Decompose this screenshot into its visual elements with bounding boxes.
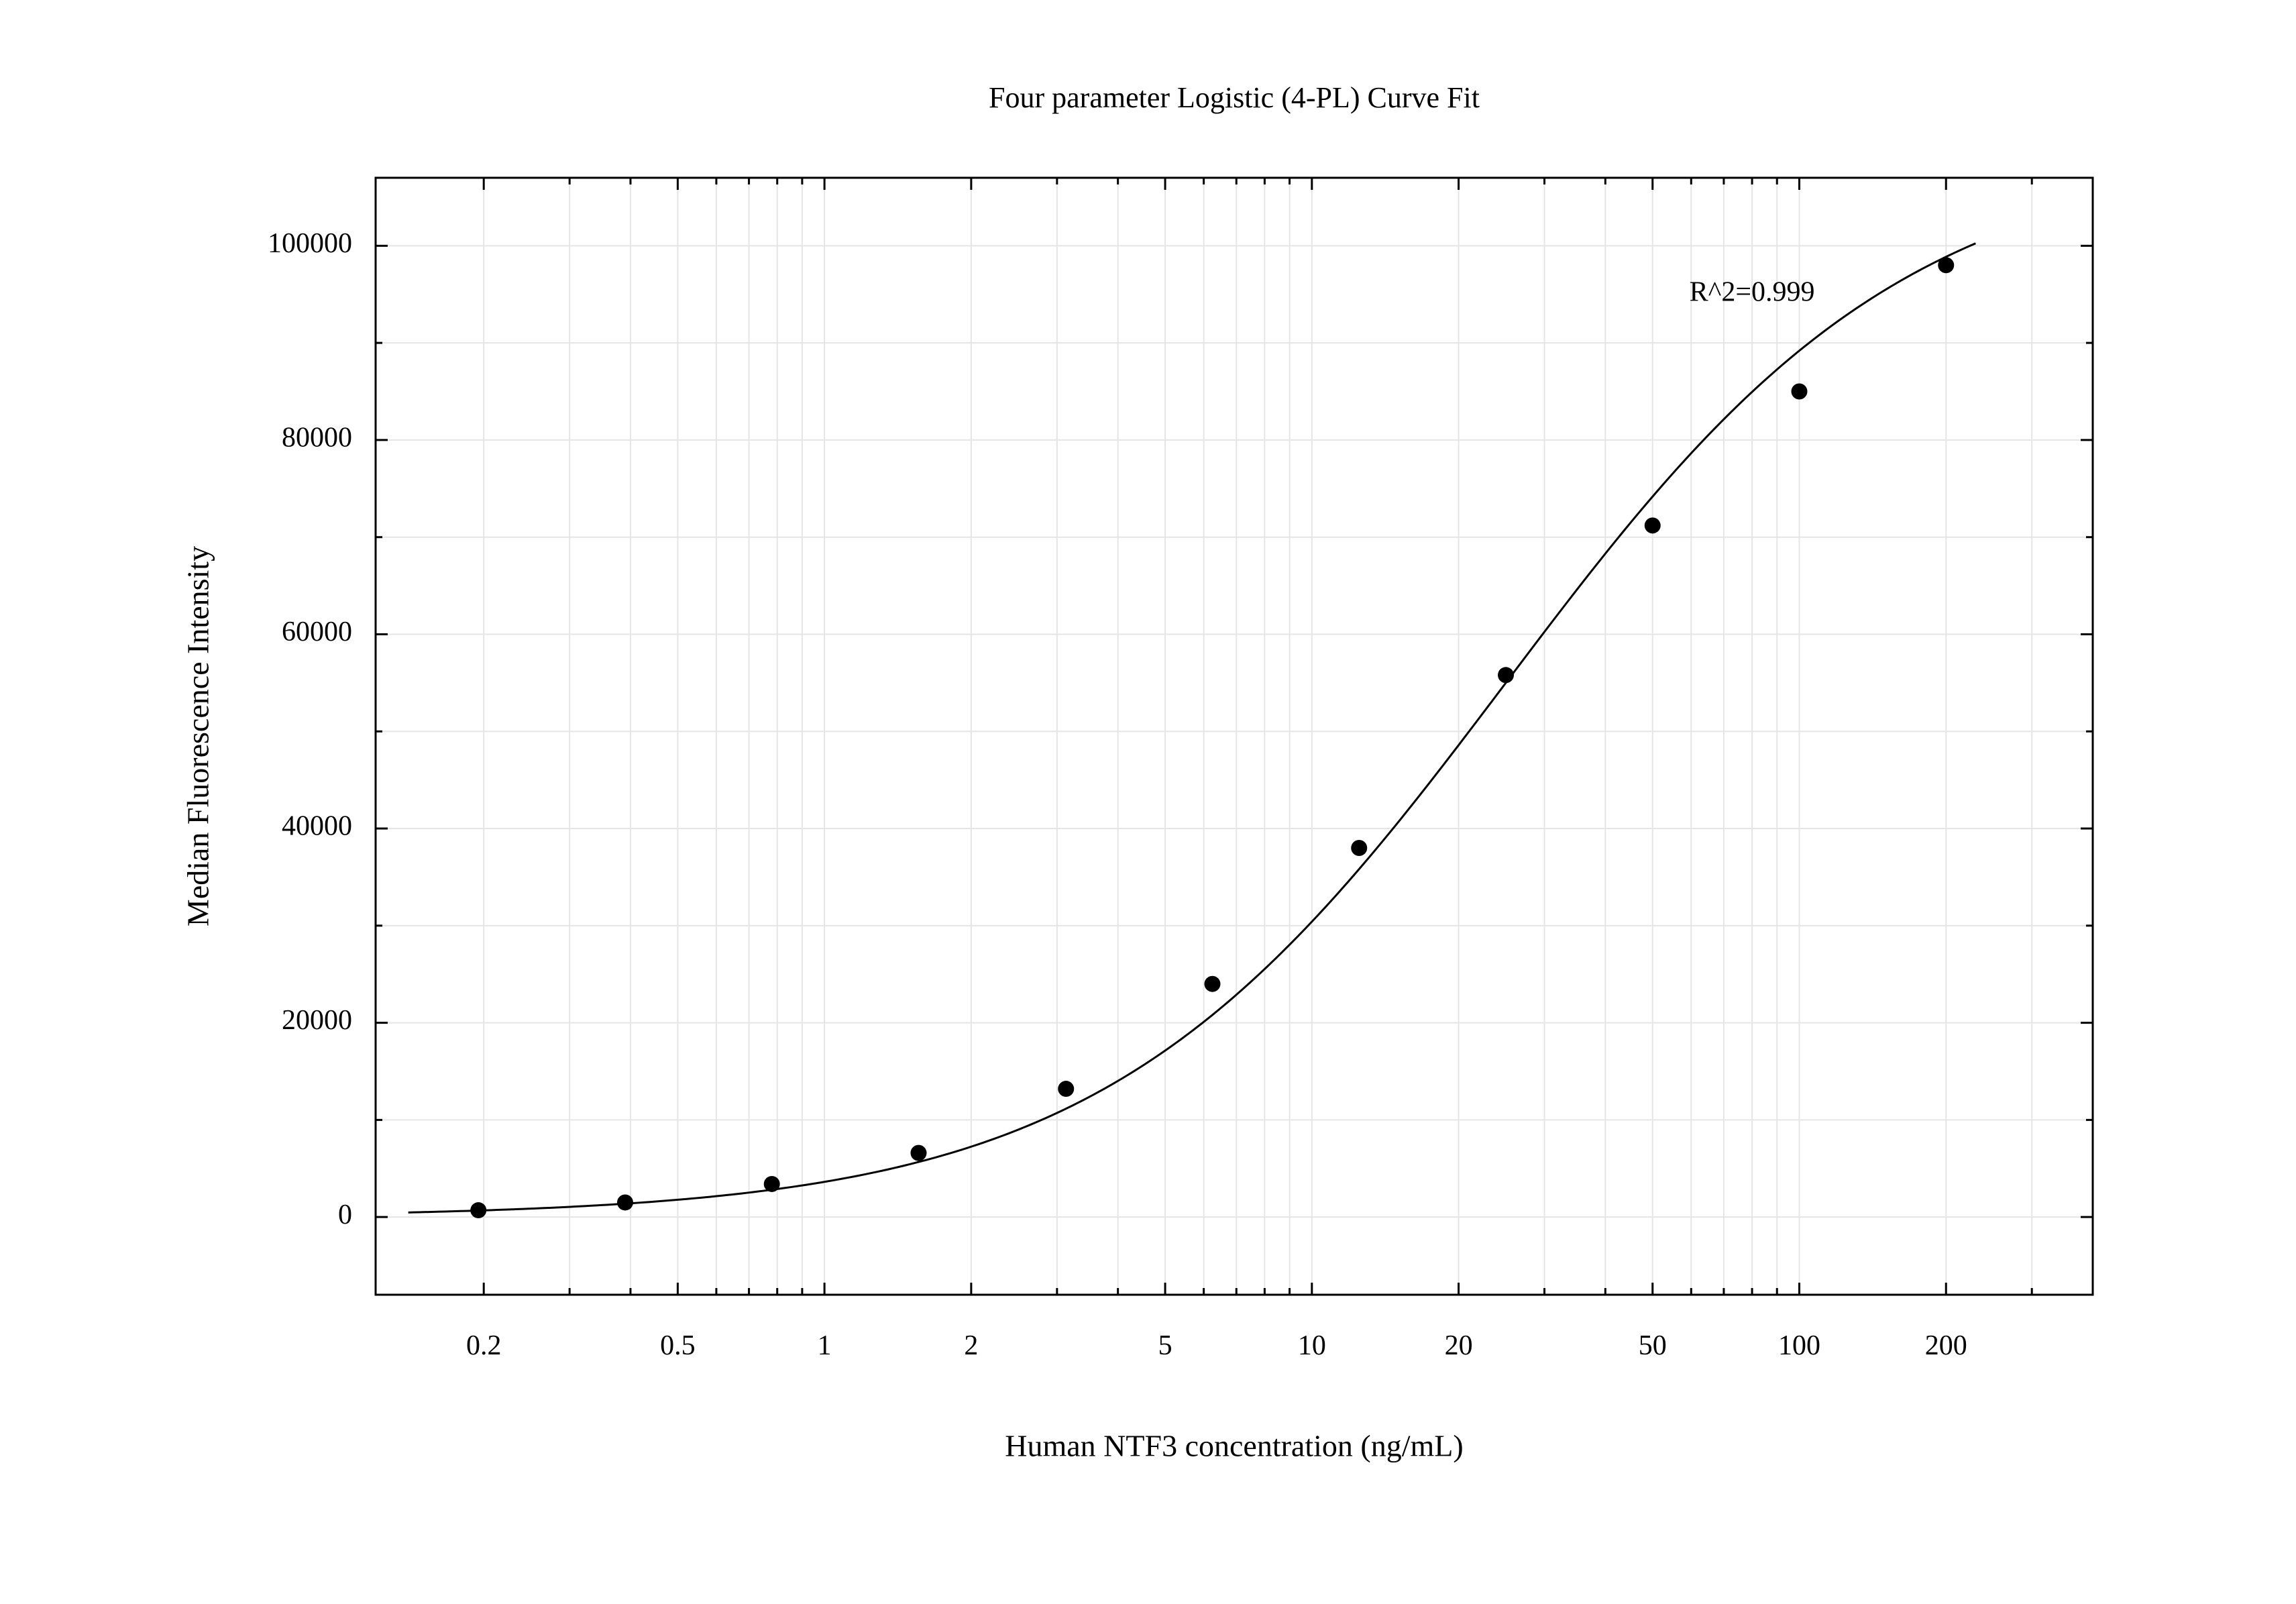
data-point (764, 1176, 780, 1192)
data-point (1645, 517, 1661, 533)
x-tick-label: 20 (1445, 1330, 1473, 1361)
data-point (1058, 1081, 1074, 1097)
data-point (1938, 257, 1954, 273)
y-tick-label: 60000 (282, 617, 352, 647)
chart-canvas: 0.2 0.5 1 2 5 10 20 50 100 200 0 20000 40000 60000 800… (0, 0, 2296, 1604)
y-tick-label: 80000 (282, 423, 352, 453)
x-tick-label: 1 (818, 1330, 832, 1361)
data-point (1791, 384, 1807, 400)
x-tick-label: 0.2 (466, 1330, 502, 1361)
y-axis-label: Median Fluorescence Intensity (181, 546, 215, 926)
data-point (1498, 667, 1514, 683)
x-tick-label: 0.5 (660, 1330, 696, 1361)
y-tick-label: 100000 (268, 228, 352, 259)
x-tick-label: 5 (1158, 1330, 1172, 1361)
y-tick-label: 0 (338, 1199, 352, 1230)
x-tick-label: 50 (1639, 1330, 1667, 1361)
x-tick-label: 10 (1298, 1330, 1326, 1361)
y-tick-label: 20000 (282, 1005, 352, 1036)
data-point (1204, 976, 1220, 992)
x-tick-label: 2 (964, 1330, 978, 1361)
y-tick-label: 40000 (282, 811, 352, 842)
plot-area: 0.2 0.5 1 2 5 10 20 50 100 200 0 20000 40000 60000 800… (268, 178, 2093, 1361)
data-point (617, 1194, 633, 1210)
x-tick-label: 100 (1778, 1330, 1820, 1361)
data-point (470, 1202, 486, 1218)
r-squared-annotation: R^2=0.999 (1690, 276, 1815, 307)
data-point (910, 1145, 926, 1161)
chart-title: Four parameter Logistic (4-PL) Curve Fit (989, 81, 1480, 114)
x-axis-label: Human NTF3 concentration (ng/mL) (1005, 1429, 1463, 1463)
chart-page: 0.2 0.5 1 2 5 10 20 50 100 200 0 20000 40000 60000 800… (0, 0, 2296, 1604)
plot-bg (376, 178, 2093, 1295)
x-tick-label: 200 (1925, 1330, 1967, 1361)
data-point (1351, 840, 1367, 856)
